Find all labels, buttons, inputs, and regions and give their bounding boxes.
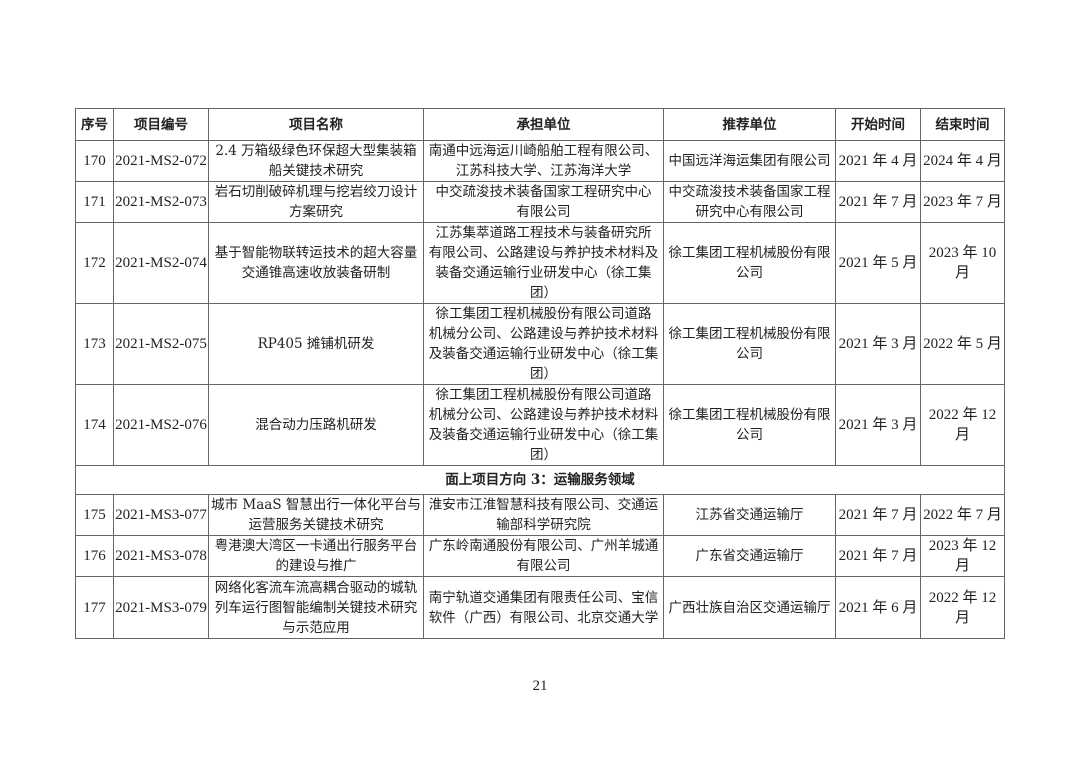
cell-no: 177 (75, 576, 114, 639)
table-row: 177 2021-MS3-079 网络化客流车流高耦合驱动的城轨 列车运行图智能编制… (75, 576, 1005, 639)
cell-code: 2021-MS3-077 (113, 494, 209, 536)
cell-end: 2023 年 10 月 (920, 222, 1005, 304)
header-undertaker: 承担单位 (423, 108, 664, 141)
cell-name: 岩石切削破碎机理与挖岩绞刀设计 方案研究 (208, 181, 424, 223)
cell-recommender: 中国远洋海运集团有限公司 (663, 140, 836, 182)
cell-end: 2023 年 12 月 (920, 535, 1005, 577)
cell-undertaker: 徐工集团工程机械股份有限公司道路 机械分公司、公路建设与养护技术材料 及装备交通… (423, 384, 664, 466)
header-name: 项目名称 (208, 108, 424, 141)
header-code: 项目编号 (113, 108, 209, 141)
cell-undertaker: 徐工集团工程机械股份有限公司道路 机械分公司、公路建设与养护技术材料 及装备交通… (423, 303, 664, 385)
cell-recommender: 中交疏浚技术装备国家工程 研究中心有限公司 (663, 181, 836, 223)
table-row: 170 2021-MS2-072 2.4 万箱级绿色环保超大型集装箱 船关键技术研究… (75, 140, 1005, 182)
cell-code: 2021-MS2-074 (113, 222, 209, 304)
cell-undertaker: 南通中远海运川崎船舶工程有限公司、 江苏科技大学、江苏海洋大学 (423, 140, 664, 182)
header-no: 序号 (75, 108, 114, 141)
page-number: 21 (532, 678, 548, 694)
table-row: 173 2021-MS2-075 RP405 摊铺机研发 徐工集团工程机械股份有限公司… (75, 303, 1005, 385)
cell-no: 176 (75, 535, 114, 577)
cell-name: 混合动力压路机研发 (208, 384, 424, 466)
cell-undertaker: 中交疏浚技术装备国家工程研究中心 有限公司 (423, 181, 664, 223)
cell-start: 2021 年 4 月 (835, 140, 921, 182)
table-row: 172 2021-MS2-074 基于智能物联转运技术的超大容量 交通锥高速收放装备… (75, 222, 1005, 304)
cell-no: 175 (75, 494, 114, 536)
cell-code: 2021-MS3-078 (113, 535, 209, 577)
table-header-row: 序号 项目编号 项目名称 承担单位 推荐单位 开始时间 结束时间 (75, 108, 1005, 141)
cell-undertaker: 广东岭南通股份有限公司、广州羊城通 有限公司 (423, 535, 664, 577)
cell-recommender: 徐工集团工程机械股份有限 公司 (663, 222, 836, 304)
table-row: 174 2021-MS2-076 混合动力压路机研发 徐工集团工程机械股份有限公司道路… (75, 384, 1005, 466)
cell-no: 174 (75, 384, 114, 466)
cell-start: 2021 年 3 月 (835, 303, 921, 385)
cell-name: 城市 MaaS 智慧出行一体化平台与 运营服务关键技术研究 (208, 494, 424, 536)
cell-code: 2021-MS2-075 (113, 303, 209, 385)
cell-end: 2024 年 4 月 (920, 140, 1005, 182)
cell-start: 2021 年 7 月 (835, 535, 921, 577)
section-row: 面上项目方向 3：运输服务领域 (75, 465, 1005, 495)
cell-code: 2021-MS2-072 (113, 140, 209, 182)
cell-no: 172 (75, 222, 114, 304)
cell-start: 2021 年 7 月 (835, 494, 921, 536)
cell-undertaker: 南宁轨道交通集团有限责任公司、宝信 软件（广西）有限公司、北京交通大学 (423, 576, 664, 639)
table-row: 171 2021-MS2-073 岩石切削破碎机理与挖岩绞刀设计 方案研究 中交疏浚技… (75, 181, 1005, 223)
cell-code: 2021-MS3-079 (113, 576, 209, 639)
cell-end: 2022 年 5 月 (920, 303, 1005, 385)
cell-start: 2021 年 7 月 (835, 181, 921, 223)
cell-start: 2021 年 5 月 (835, 222, 921, 304)
cell-recommender: 徐工集团工程机械股份有限 公司 (663, 384, 836, 466)
header-start: 开始时间 (835, 108, 921, 141)
cell-recommender: 广西壮族自治区交通运输厅 (663, 576, 836, 639)
cell-name: 基于智能物联转运技术的超大容量 交通锥高速收放装备研制 (208, 222, 424, 304)
cell-code: 2021-MS2-073 (113, 181, 209, 223)
cell-no: 170 (75, 140, 114, 182)
cell-end: 2022 年 7 月 (920, 494, 1005, 536)
cell-end: 2023 年 7 月 (920, 181, 1005, 223)
table-row: 175 2021-MS3-077 城市 MaaS 智慧出行一体化平台与 运营服务关键… (75, 494, 1005, 536)
cell-recommender: 江苏省交通运输厅 (663, 494, 836, 536)
cell-name: 2.4 万箱级绿色环保超大型集装箱 船关键技术研究 (208, 140, 424, 182)
cell-no: 173 (75, 303, 114, 385)
cell-recommender: 徐工集团工程机械股份有限 公司 (663, 303, 836, 385)
cell-code: 2021-MS2-076 (113, 384, 209, 466)
cell-recommender: 广东省交通运输厅 (663, 535, 836, 577)
cell-start: 2021 年 6 月 (835, 576, 921, 639)
header-end: 结束时间 (920, 108, 1005, 141)
cell-end: 2022 年 12 月 (920, 384, 1005, 466)
header-recommender: 推荐单位 (663, 108, 836, 141)
table-row: 176 2021-MS3-078 粤港澳大湾区一卡通出行服务平台 的建设与推广 广东岭… (75, 535, 1005, 577)
cell-undertaker: 江苏集萃道路工程技术与装备研究所 有限公司、公路建设与养护技术材料及 装备交通运… (423, 222, 664, 304)
cell-start: 2021 年 3 月 (835, 384, 921, 466)
cell-end: 2022 年 12 月 (920, 576, 1005, 639)
section-title: 面上项目方向 3：运输服务领域 (75, 465, 1005, 495)
cell-no: 171 (75, 181, 114, 223)
cell-name: 粤港澳大湾区一卡通出行服务平台 的建设与推广 (208, 535, 424, 577)
cell-name: 网络化客流车流高耦合驱动的城轨 列车运行图智能编制关键技术研究 与示范应用 (208, 576, 424, 639)
cell-undertaker: 淮安市江淮智慧科技有限公司、交通运 输部科学研究院 (423, 494, 664, 536)
cell-name: RP405 摊铺机研发 (208, 303, 424, 385)
project-table: 序号 项目编号 项目名称 承担单位 推荐单位 开始时间 结束时间 170 2021… (75, 108, 1005, 639)
